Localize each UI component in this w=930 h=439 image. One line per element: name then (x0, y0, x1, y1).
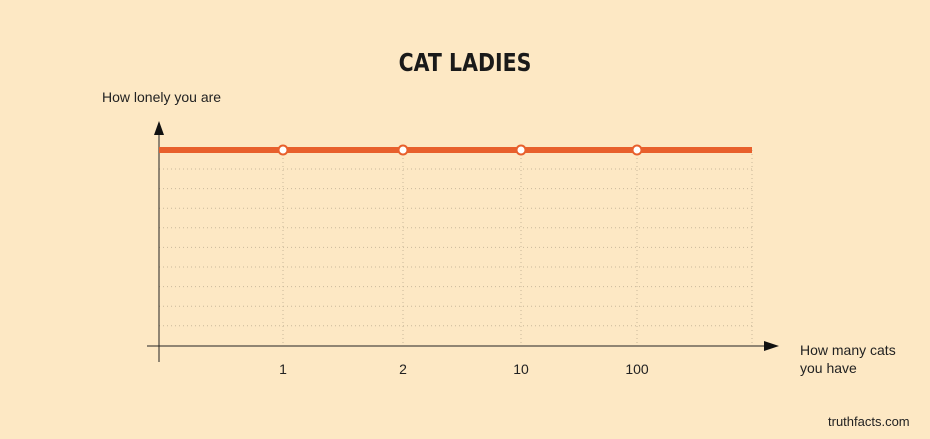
x-axis-label: How many cats you have (800, 342, 896, 376)
x-axis-arrow (764, 341, 779, 351)
x-tick-label: 2 (399, 361, 407, 377)
x-tick-label: 100 (625, 361, 649, 377)
data-point (631, 144, 643, 156)
x-tick-label: 1 (279, 361, 287, 377)
y-axis-arrow (154, 121, 164, 135)
credit: truthfacts.com (828, 414, 910, 429)
data-point (277, 144, 289, 156)
data-point (397, 144, 409, 156)
y-axis-label: How lonely you are (102, 89, 222, 105)
chart-title: CAT LADIES (398, 48, 532, 77)
data-point (515, 144, 527, 156)
x-tick-label: 10 (513, 361, 529, 377)
